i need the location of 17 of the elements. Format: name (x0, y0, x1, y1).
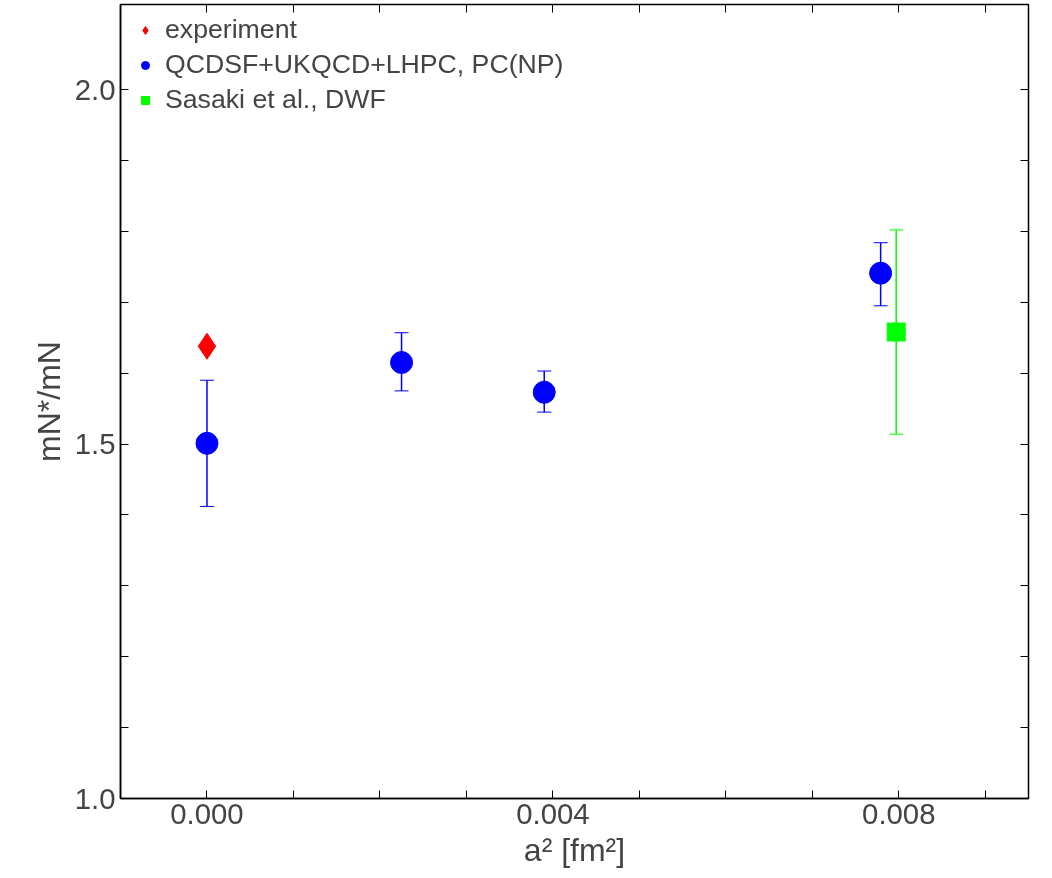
point (869, 261, 893, 285)
legend-label: experiment (165, 14, 297, 45)
y-tick-label: 1.0 (74, 781, 116, 815)
y-axis-title: mN*/mN (30, 341, 67, 462)
y-tick-label: 2.0 (74, 72, 116, 106)
x-tick-label: 0.004 (516, 796, 590, 830)
point (532, 380, 556, 404)
legend-label: Sasaki et al., DWF (165, 84, 386, 115)
legend-label: QCDSF+UKQCD+LHPC, PC(NP) (165, 49, 564, 80)
point (195, 431, 219, 455)
x-tick-label: 0.008 (862, 796, 936, 830)
x-tick-label: 0.000 (170, 796, 244, 830)
point (197, 332, 217, 360)
point (390, 351, 414, 374)
x-axis-title: a² [fm²] (523, 831, 626, 868)
point (886, 322, 906, 342)
y-tick-label: 1.5 (74, 427, 116, 461)
